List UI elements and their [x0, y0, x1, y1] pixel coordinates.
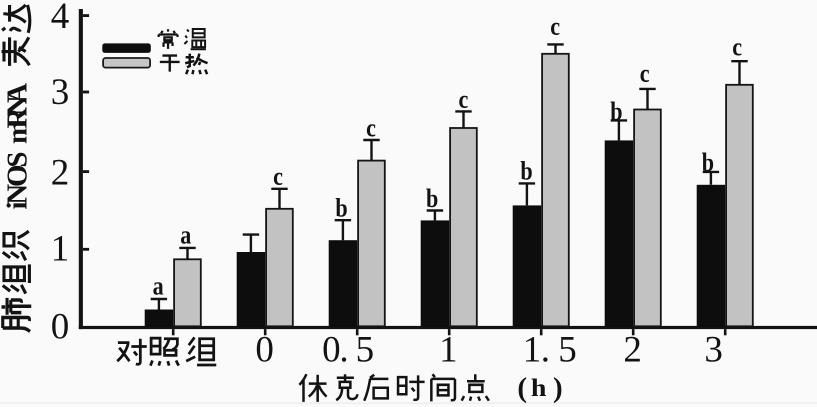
svg-text:0. 5: 0. 5	[322, 330, 374, 371]
svg-text:iNOS: iNOS	[2, 152, 34, 210]
svg-text:c: c	[550, 13, 560, 41]
svg-text:1. 5: 1. 5	[523, 330, 577, 371]
svg-text:2: 2	[51, 152, 70, 193]
svg-text:b: b	[702, 149, 714, 177]
svg-text:c: c	[732, 34, 742, 62]
svg-text:b: b	[610, 98, 622, 126]
svg-text:3: 3	[704, 330, 723, 371]
svg-text:b: b	[520, 158, 532, 186]
svg-text:2: 2	[623, 330, 642, 371]
svg-text:): )	[553, 372, 563, 404]
svg-text:3: 3	[51, 72, 70, 113]
svg-text:mRNA: mRNA	[2, 83, 34, 144]
svg-text:0: 0	[255, 330, 274, 371]
svg-text:c: c	[273, 164, 283, 192]
svg-text:a: a	[180, 222, 191, 250]
svg-text:4: 4	[51, 0, 70, 37]
svg-text:c: c	[458, 86, 468, 114]
svg-text:1: 1	[51, 228, 70, 269]
svg-text:a: a	[153, 273, 164, 301]
svg-text:(: (	[517, 372, 527, 404]
svg-text:b: b	[335, 195, 347, 223]
svg-text:0: 0	[51, 306, 70, 347]
svg-text:c: c	[640, 60, 650, 88]
svg-text:b: b	[426, 186, 438, 214]
svg-text:1: 1	[439, 330, 458, 371]
svg-text:c: c	[366, 115, 376, 143]
svg-text:h: h	[531, 373, 547, 401]
